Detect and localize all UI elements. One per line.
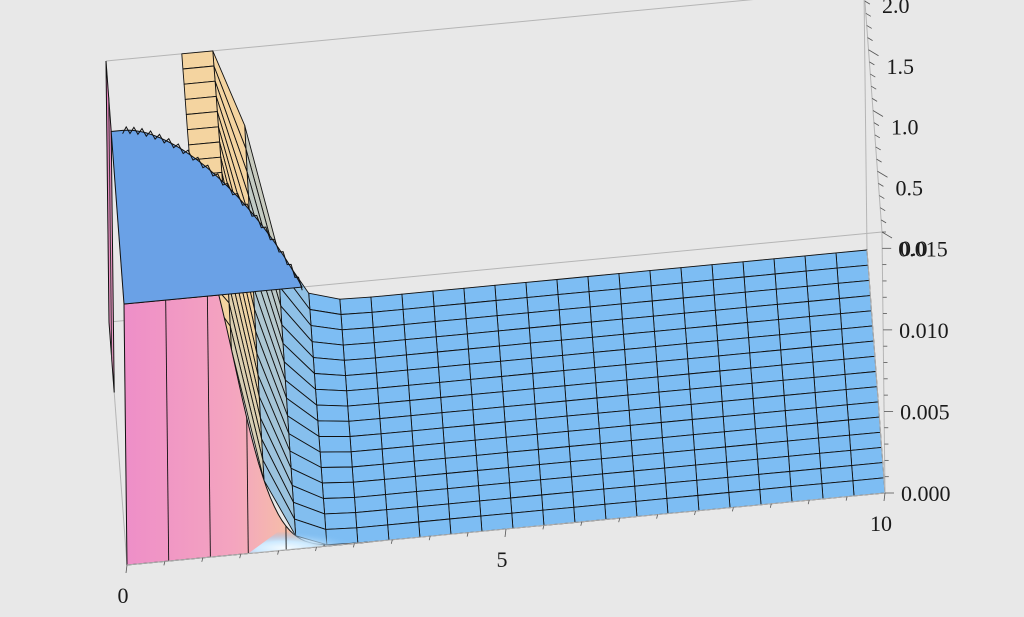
x-tick [884,493,885,501]
surface-cell [313,358,345,376]
y-tick [879,196,884,199]
surface-cell [320,452,352,468]
y-tick [877,159,882,162]
x-tick [391,540,392,544]
y-tick-label-3: 1.5 [887,54,915,79]
y-tick [872,98,877,101]
x-tick-label-1: 5 [497,547,508,572]
y-tick [870,74,875,77]
surface-cell [322,482,354,498]
y-tick-label-2: 1.0 [891,115,919,140]
z-tick-label-1: 0.005 [900,399,950,424]
x-tick [657,515,658,519]
y-tick [865,1,870,4]
x-tick [619,518,620,522]
surface-cell [325,513,357,530]
y-tick [871,86,876,89]
x-tick [846,497,847,501]
y-tick [878,171,888,177]
surface-cell [341,312,373,330]
y-tick [880,208,885,211]
y-tick-label-1: 0.5 [896,175,924,200]
y-tick [876,147,881,150]
x-tick [695,511,696,515]
x-tick [543,525,544,529]
x-tick [164,561,165,565]
surface-cell [316,389,348,406]
y-tick [882,232,892,238]
x-tick-label-0: 0 [118,583,129,608]
x-tick [770,504,771,508]
x-tick [429,536,430,540]
x-tick [505,529,506,537]
x-tick [808,500,809,504]
y-tick [874,123,879,126]
y-tick [878,183,883,186]
y-tick [869,50,879,56]
surface-mesh [106,51,885,565]
surface-cell [346,373,378,391]
x-tick [732,507,733,511]
y-tick [875,135,880,138]
surface-cell [323,497,355,514]
y-tick [869,62,874,65]
box-edge-back-2 [864,0,867,250]
y-tick [881,220,886,223]
y-tick-label-4: 2.0 [882,0,910,18]
y-tick [868,38,873,41]
y-tick [867,25,872,28]
surface-cell [321,467,353,483]
x-tick-label-2: 10 [870,511,892,536]
surface-cell [318,421,350,437]
surface-cell [342,328,374,346]
surface-cell [314,374,346,391]
z-tick-label-0: 0.000 [901,481,951,506]
z-tick-label-2: 0.010 [899,318,949,343]
surface-cell [317,405,349,421]
x-tick [202,558,203,562]
z-tick-label-3: 0.015 [898,236,948,261]
surface-cell [344,358,376,376]
x-tick [581,522,582,526]
surface-cell [319,436,351,452]
surface-cell [343,343,375,361]
x-tick [467,533,468,537]
box-edge-back-3 [106,0,864,61]
y-tick [873,111,883,117]
y-tick [866,13,871,16]
surface-cell [340,297,372,314]
x-tick [126,565,127,573]
